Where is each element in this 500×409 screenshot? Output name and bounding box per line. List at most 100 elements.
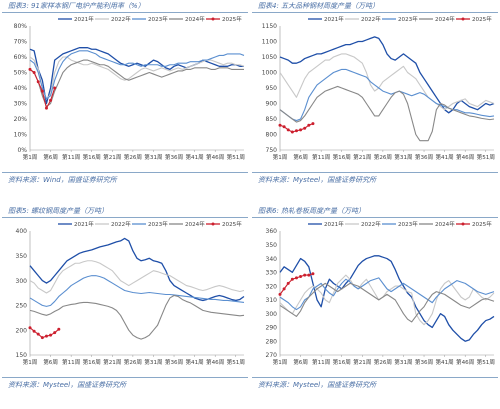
- x-tick-label: 第46周: [206, 153, 224, 161]
- y-tick-label: 150: [16, 352, 28, 359]
- series-point-y2025: [282, 287, 286, 291]
- legend-label-y2023: 2023年: [398, 15, 418, 23]
- title-divider: [252, 12, 498, 13]
- x-tick-label: 第41周: [185, 153, 203, 161]
- series-point-y2025: [49, 98, 53, 102]
- y-tick-label: 750: [266, 147, 278, 154]
- y-tick-label: 850: [266, 116, 278, 123]
- y-tick-label: 270: [266, 352, 278, 359]
- y-tick-label: 70%: [14, 39, 28, 46]
- chart-hot-rolled-coil-output: 270 280 290 300 310 320 330 340 350 360 第1周 第6周 第11周…: [266, 220, 495, 366]
- legend-label-y2022: 2022年: [111, 220, 131, 228]
- x-tick-label: 第31周: [144, 358, 162, 366]
- legend-marker-y2025: [461, 222, 465, 226]
- legend-label-y2023: 2023年: [148, 220, 168, 228]
- x-tick-label: 第36周: [415, 153, 433, 161]
- series-point-y2025: [282, 125, 286, 129]
- series-point-y2025: [299, 274, 303, 278]
- legend-label-y2021: 2021年: [324, 15, 344, 23]
- x-tick-label: 第11周: [62, 358, 80, 366]
- y-tick-label: 40%: [14, 85, 28, 92]
- series-point-y2025: [307, 123, 311, 127]
- x-tick-label: 第31周: [144, 153, 162, 161]
- legend-label-y2024: 2024年: [435, 220, 455, 228]
- y-tick-label: 300: [266, 311, 278, 318]
- panel-source: 资料来源：Mysteel，国盛证券研究所: [258, 381, 377, 389]
- panel-title: 图表4: 五大品种钢材周度产量（万吨）: [258, 2, 380, 10]
- series-line-y2023: [29, 50, 245, 100]
- y-tick-label: 800: [266, 132, 278, 139]
- panel-source: 资料来源：Mysteel，国盛证券研究所: [8, 381, 127, 389]
- y-tick-label: 300: [16, 278, 28, 285]
- series-point-y2025: [294, 276, 298, 280]
- panel-title: 图表6: 热轧卷板周度产量（万吨）: [258, 207, 366, 215]
- x-tick-label: 第46周: [456, 153, 474, 161]
- series-line-y2024: [279, 85, 495, 142]
- y-tick-label: 60%: [14, 54, 28, 61]
- legend-label-y2022: 2022年: [361, 220, 381, 228]
- series-line-y2022: [279, 274, 495, 326]
- x-tick-label: 第36周: [415, 358, 433, 366]
- series-point-y2025: [286, 128, 290, 132]
- y-tick-label: 900: [266, 101, 278, 108]
- title-divider: [252, 217, 498, 218]
- series-point-y2025: [40, 336, 44, 340]
- x-tick-label: 第41周: [435, 358, 453, 366]
- legend-label-y2024: 2024年: [185, 15, 205, 23]
- series-line-y2021: [279, 255, 495, 342]
- title-divider: [2, 12, 248, 13]
- x-tick-label: 第41周: [435, 153, 453, 161]
- y-tick-label: 1150: [262, 23, 277, 30]
- x-tick-label: 第31周: [394, 358, 412, 366]
- series-point-y2025: [311, 122, 315, 126]
- series-point-y2025: [57, 327, 61, 331]
- x-tick-label: 第46周: [456, 358, 474, 366]
- x-tick-label: 第16周: [83, 153, 101, 161]
- legend-label-y2022: 2022年: [111, 15, 131, 23]
- series-line-y2022: [279, 53, 495, 111]
- series-point-y2025: [36, 332, 40, 336]
- x-tick-label: 第1周: [23, 153, 38, 161]
- series-line-y2021: [29, 237, 245, 302]
- panel-title: 图表5: 螺纹钢周度产量（万吨）: [8, 207, 109, 215]
- legend-label-y2025: 2025年: [222, 220, 242, 228]
- legend-label-y2025: 2025年: [472, 220, 492, 228]
- series-line-y2023: [279, 68, 495, 122]
- y-tick-label: 340: [266, 256, 278, 263]
- x-tick-label: 第26周: [124, 358, 142, 366]
- panel-electric-furnace-utilization: 图表3: 91家样本钢厂电炉产能利用率（%） 0% 10% 20% 30% 40% 50%…: [2, 0, 248, 202]
- source-divider: [252, 377, 498, 378]
- title-divider: [2, 217, 248, 218]
- y-tick-label: 320: [266, 283, 278, 290]
- series-point-y2025: [28, 326, 32, 330]
- x-tick-label: 第21周: [103, 358, 121, 366]
- x-tick-label: 第26周: [374, 358, 392, 366]
- x-tick-label: 第46周: [206, 358, 224, 366]
- source-divider: [2, 172, 248, 173]
- panel-title: 图表3: 91家样本钢厂电炉产能利用率（%）: [8, 2, 145, 10]
- chart-electric-furnace-utilization: 0% 10% 20% 30% 40% 50% 60% 70% 80% 第1周 第6周 第11周 第16周…: [14, 15, 245, 161]
- x-tick-label: 第31周: [394, 153, 412, 161]
- series-point-y2025: [303, 273, 307, 277]
- source-divider: [2, 377, 248, 378]
- y-tick-label: 50%: [14, 70, 28, 77]
- x-tick-label: 第16周: [83, 358, 101, 366]
- x-tick-label: 第41周: [185, 358, 203, 366]
- series-line-y2024: [29, 59, 244, 108]
- x-tick-label: 第6周: [43, 153, 58, 161]
- series-point-y2025: [294, 129, 298, 133]
- series-point-y2025: [49, 333, 53, 337]
- x-tick-label: 第1周: [23, 358, 38, 366]
- y-tick-label: 30%: [14, 101, 28, 108]
- legend-label-y2023: 2023年: [398, 220, 418, 228]
- legend-label-y2024: 2024年: [185, 220, 205, 228]
- series-point-y2025: [299, 128, 303, 132]
- panel-source: 资料来源：Mysteel，国盛证券研究所: [258, 176, 377, 184]
- series-line-y2024: [279, 282, 495, 323]
- chart-rebar-output: 150 200 250 300 350 400 第1周 第6周 第11周 第16周 第21周 第26周…: [16, 220, 245, 366]
- series-point-y2025: [278, 123, 282, 127]
- series-point-y2025: [40, 89, 44, 93]
- y-tick-label: 400: [16, 228, 28, 235]
- y-tick-label: 1050: [262, 54, 277, 61]
- panel-rebar-output: 图表5: 螺纹钢周度产量（万吨） 150 200 250 300 350 400 第1周 第6…: [2, 205, 248, 407]
